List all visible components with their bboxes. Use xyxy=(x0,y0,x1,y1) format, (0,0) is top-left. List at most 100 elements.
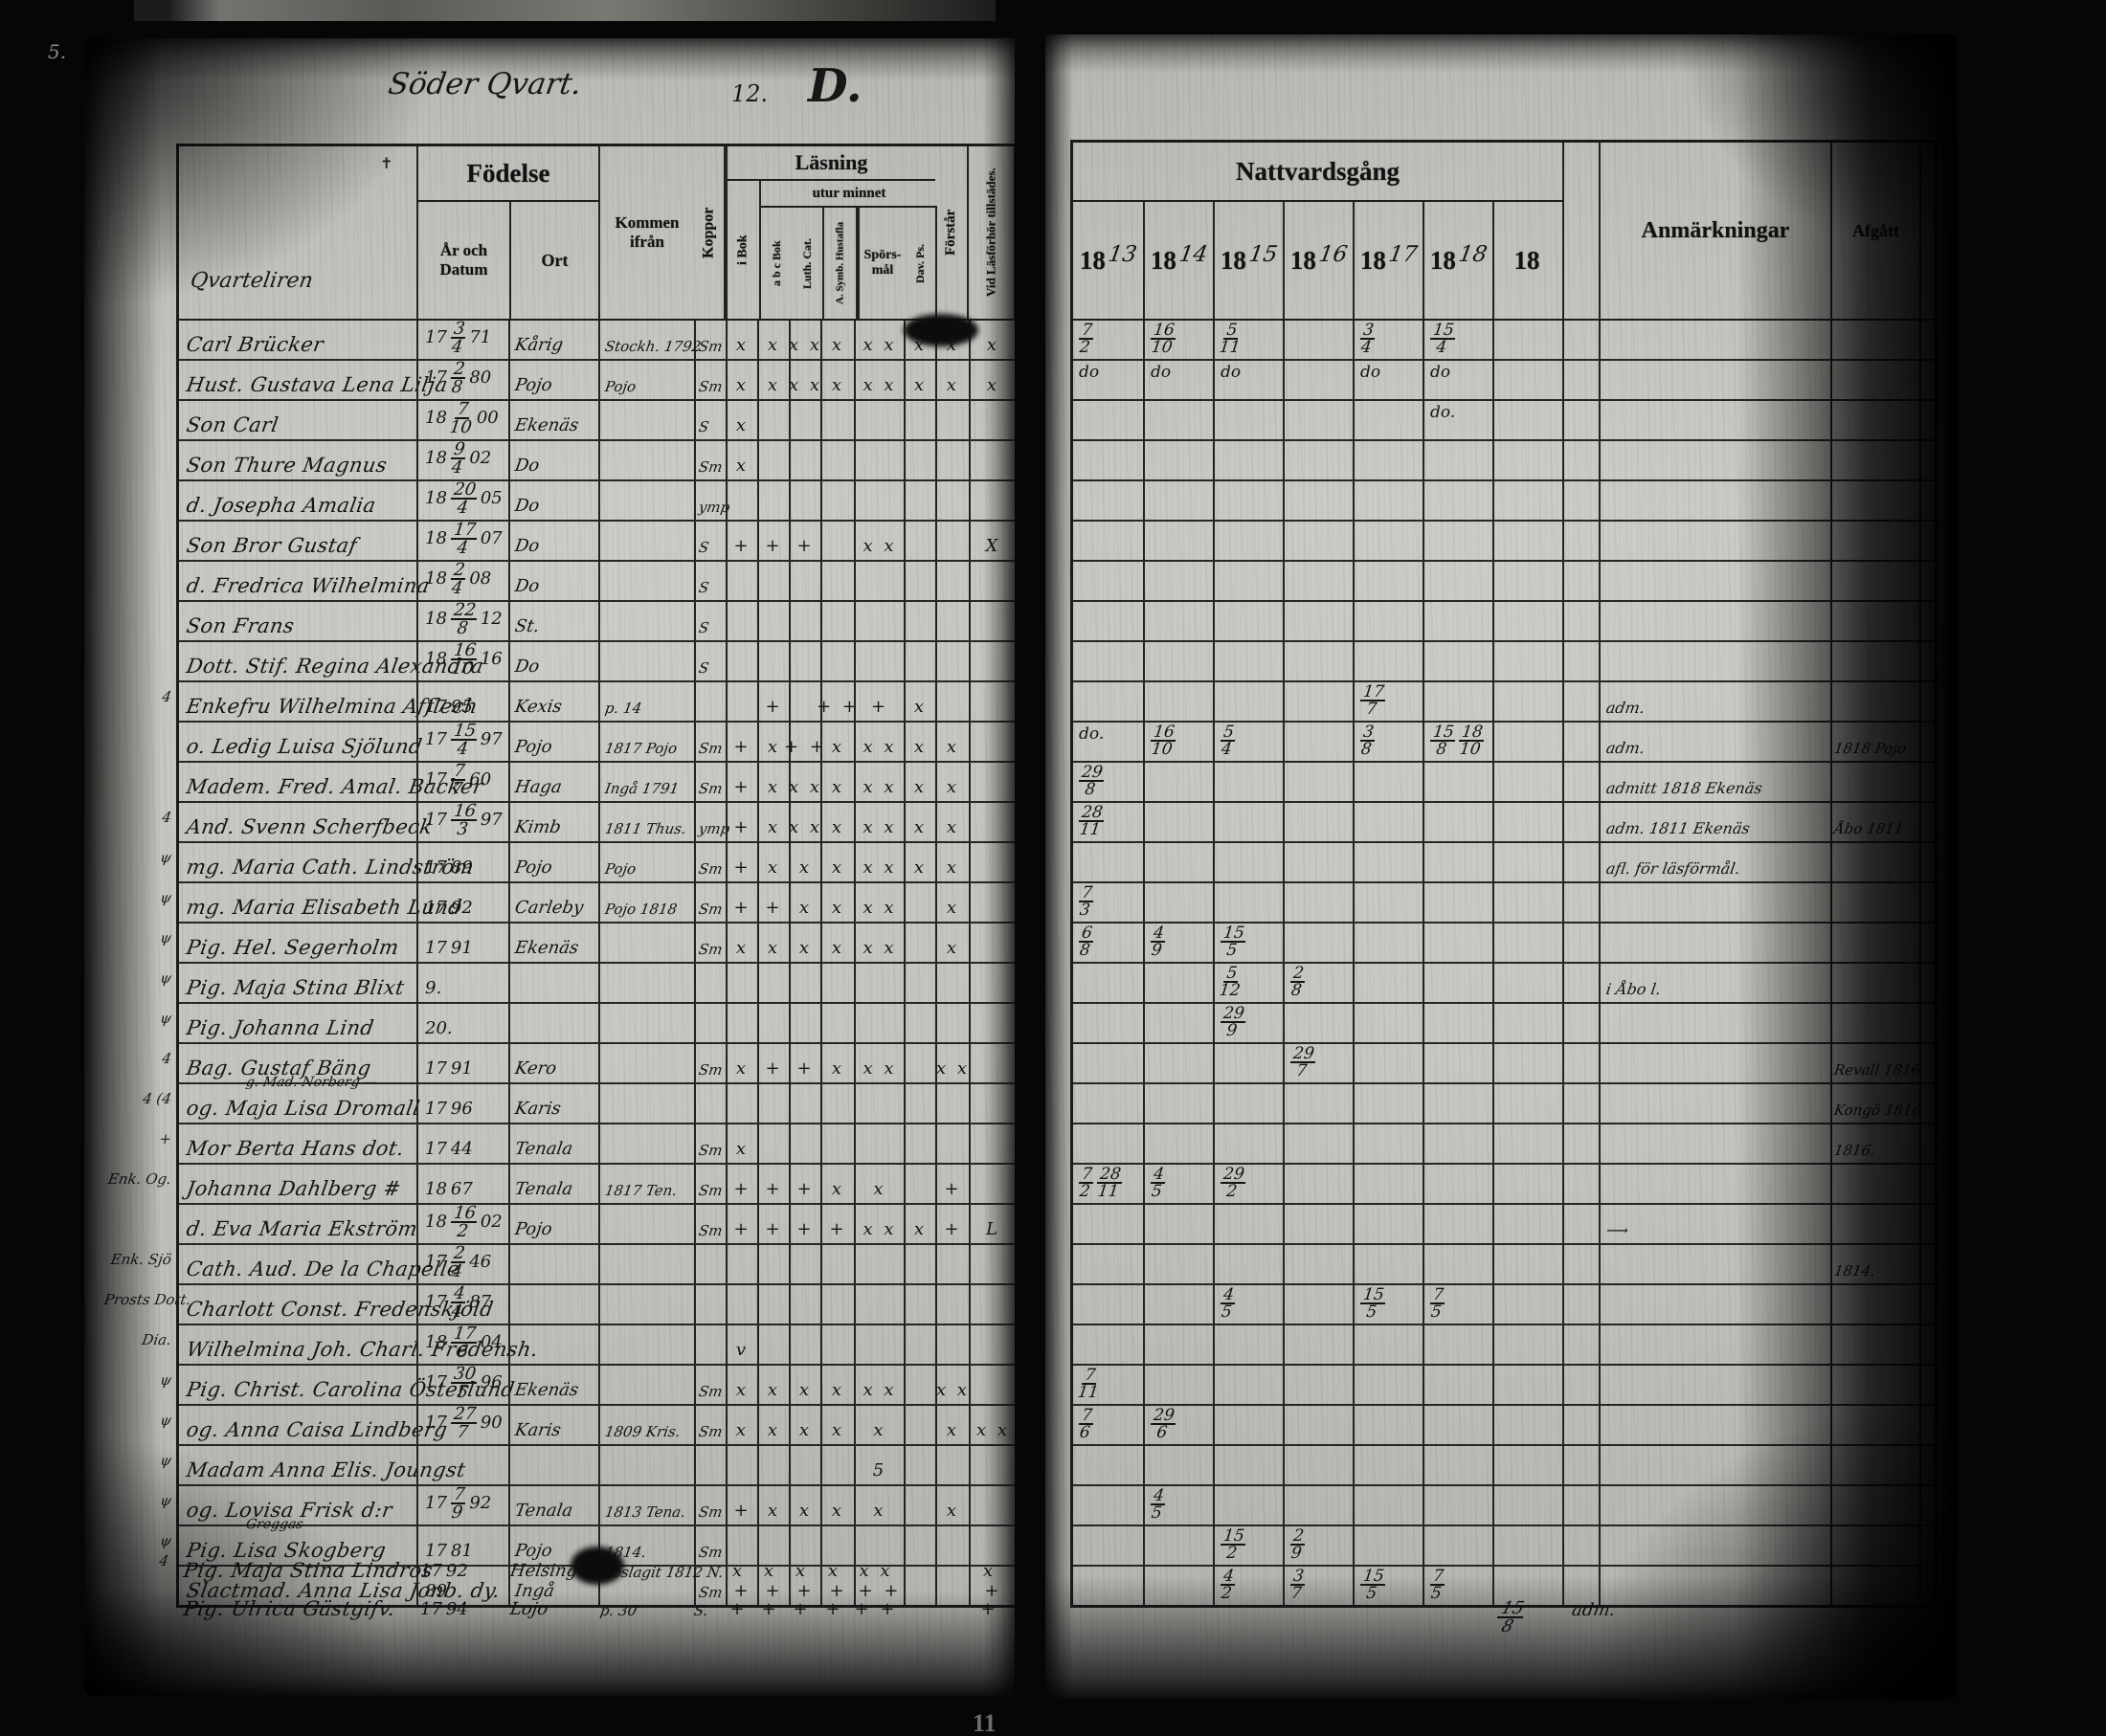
remark-cell xyxy=(1599,1406,1830,1444)
departed-cell xyxy=(1830,1205,1919,1243)
margin-mark: ψ xyxy=(158,1492,173,1509)
communion-date-cell xyxy=(1143,481,1213,520)
vid-lasforhor-mark-cell xyxy=(969,964,1015,1002)
dav-ps-mark-cell xyxy=(904,1044,935,1082)
communion-date-cell xyxy=(1213,1366,1283,1404)
communion-date-cell xyxy=(1423,1084,1492,1123)
smallpox-cell: Sm xyxy=(694,321,726,359)
date-fraction: 16 10 xyxy=(450,639,480,679)
a-symb-mark-cell: x xyxy=(820,1486,854,1525)
a-symb-mark-cell: + + xyxy=(817,682,857,721)
name-cell: Son Bror Gustaf xyxy=(179,522,416,560)
communion-date-cell xyxy=(1073,602,1143,640)
remark-cell xyxy=(1599,1004,1830,1042)
communion-date-cell xyxy=(1353,964,1423,1002)
dav-ps-mark-cell xyxy=(904,562,935,600)
forstar-mark-cell xyxy=(935,1567,969,1605)
i-bok-mark-cell xyxy=(726,964,757,1002)
communion-date-cell xyxy=(1283,723,1353,761)
departed-cell xyxy=(1830,441,1919,479)
communion-date-cell xyxy=(1213,1325,1283,1364)
luth-cat-mark-cell xyxy=(789,401,820,439)
smallpox-cell: Sm xyxy=(694,924,726,962)
person-name: Son Thure Magnus xyxy=(185,454,390,477)
blank-cell xyxy=(1562,401,1599,439)
communion-date-cell xyxy=(1283,642,1353,680)
smallpox-cell: Sm xyxy=(694,1044,726,1082)
names-header-cross: ✝ xyxy=(380,156,393,172)
date-fraction: 15 5 xyxy=(1219,924,1247,960)
vignette xyxy=(1045,34,1957,73)
date-fraction: 17 6 xyxy=(449,1324,480,1362)
birth-date-cell: 17 16 3 97 xyxy=(416,801,508,841)
person-name: And. Svenn Scherfbeck xyxy=(185,815,435,838)
communion-row xyxy=(1073,640,1935,680)
communion-date-cell xyxy=(1073,1526,1143,1565)
a-symb-mark-cell: x xyxy=(820,1165,854,1203)
communion-date-cell xyxy=(1283,562,1353,600)
communion-date-cell xyxy=(1423,1526,1492,1565)
vid-lasforhor-mark-cell xyxy=(969,642,1015,680)
smallpox-cell: S xyxy=(694,401,726,439)
communion-date-cell xyxy=(1143,1526,1213,1565)
dav-ps-mark-cell xyxy=(904,1245,935,1283)
remark-cell xyxy=(1599,1124,1830,1163)
a-symb-mark-cell xyxy=(820,1004,854,1042)
arrived-from-cell xyxy=(598,562,694,600)
date-fraction: 15 4 xyxy=(449,721,480,759)
abc-bok-mark-cell: + xyxy=(757,883,789,922)
i-bok-mark-cell: v xyxy=(726,1325,757,1364)
remark-cell xyxy=(1599,441,1830,479)
smallpox-cell: Sm xyxy=(694,1526,726,1565)
date-fraction: 15 8 xyxy=(1492,1598,1528,1636)
remark-cell xyxy=(1599,1165,1830,1203)
departed-cell xyxy=(1830,321,1919,359)
communion-date-cell xyxy=(1353,1245,1423,1283)
table-row: 4 (4 g. Mad. Norberg — og. Maja Lisa Droma… xyxy=(142,1075,1015,1123)
a-symb-mark-cell xyxy=(820,1084,854,1123)
birth-date-cell: 18 22 8 12 xyxy=(416,600,508,640)
edge-cell xyxy=(1919,924,1935,962)
i-bok-mark-cell: x xyxy=(731,1561,746,1581)
sporsmal-mark-cell: x x xyxy=(854,843,904,881)
birth-date-cell: 17 95 xyxy=(416,682,508,721)
anmarkningar-header: Anmärkningar xyxy=(1599,143,1830,319)
abc-bok-mark-cell: x xyxy=(757,763,789,801)
communion-date-cell xyxy=(1283,321,1353,359)
departed-cell xyxy=(1830,964,1919,1002)
communion-date-cell xyxy=(1492,1406,1562,1444)
departed-cell xyxy=(1830,522,1919,560)
smallpox-cell: Sm xyxy=(694,883,726,922)
communion-row: Kongö 1816 xyxy=(1073,1082,1935,1123)
birth-place-cell xyxy=(508,1245,598,1283)
arrived-from-cell xyxy=(598,1366,694,1404)
communion-date-cell xyxy=(1353,441,1423,479)
vid-lasforhor-mark-cell: X xyxy=(969,522,1015,560)
blank-cell xyxy=(1562,1526,1599,1565)
luth-cat-mark-cell: x xyxy=(789,1406,820,1444)
forstar-mark-cell: x x xyxy=(935,1044,969,1082)
communion-date-cell xyxy=(1283,441,1353,479)
smallpox-cell xyxy=(694,964,726,1002)
edge-cell xyxy=(1919,441,1935,479)
birth-date-cell: 17 94 xyxy=(420,1599,468,1619)
utur-minnet-group: utur minnet a b c Bok Luth. Cat. A. Symb… xyxy=(759,181,937,319)
communion-date-cell xyxy=(1492,1366,1562,1404)
vid-lasforhor-mark-cell xyxy=(969,1325,1015,1364)
communion-date-cell xyxy=(1353,1446,1423,1484)
birth-date-cell: 17 7 7 60 xyxy=(416,761,508,801)
communion-date-cell xyxy=(1143,1124,1213,1163)
communion-row: afl. för läsförmål. xyxy=(1073,841,1935,881)
blank-cell xyxy=(1562,562,1599,600)
communion-date-cell xyxy=(1492,763,1562,801)
communion-date-cell xyxy=(1283,1446,1353,1484)
smallpox-cell: Sm xyxy=(694,1567,726,1605)
smallpox-cell: Sm xyxy=(694,1165,726,1203)
year-header-1813: 18 13 xyxy=(1073,202,1143,319)
